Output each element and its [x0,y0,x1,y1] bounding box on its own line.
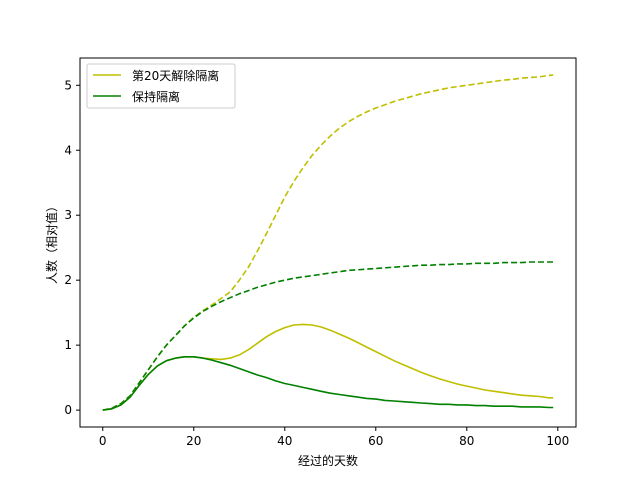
y-axis-label: 人数（相对值） [44,200,59,284]
y-tick-label: 1 [64,338,72,352]
y-tick-label: 5 [64,78,72,92]
legend-label-keep: 保持隔离 [132,89,180,104]
plot-lines [102,74,554,411]
x-tick-label: 20 [186,434,201,448]
legend: 第20天解除隔离 保持隔离 [86,63,236,109]
y-tick-label: 3 [64,208,72,222]
x-tick-label: 60 [368,434,383,448]
legend-box [86,63,236,109]
series-line-1 [102,261,554,411]
series-line-3 [102,355,554,411]
x-tick-label: 100 [546,434,569,448]
y-tick-label: 4 [64,143,72,157]
y-tick-label: 0 [64,403,72,417]
x-axis-label: 经过的天数 [298,453,358,468]
y-axis: 0 1 2 3 4 5 [64,78,80,417]
plot-frame [79,57,577,428]
y-tick-label: 2 [64,273,72,287]
x-tick-label: 0 [99,434,107,448]
legend-label-release: 第20天解除隔离 [132,68,219,83]
x-tick-label: 40 [277,434,292,448]
x-axis: 0 20 40 60 80 100 [99,427,569,448]
x-tick-label: 80 [459,434,474,448]
